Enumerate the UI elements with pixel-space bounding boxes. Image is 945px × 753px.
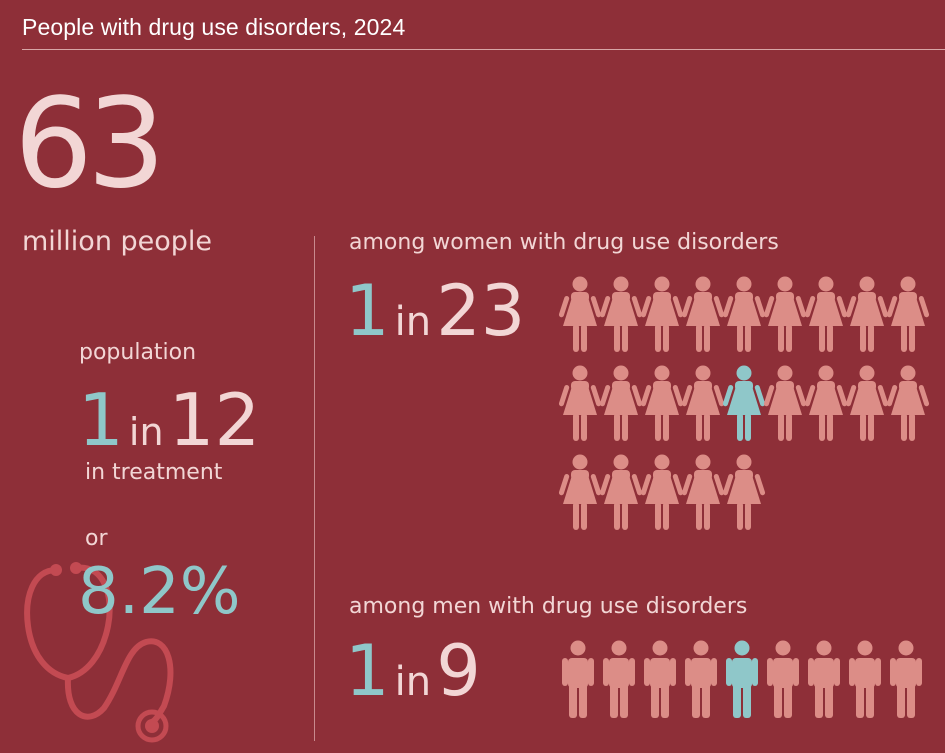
men-icon-7 xyxy=(808,640,840,718)
women-icon-12 xyxy=(640,365,684,441)
women-icon-9 xyxy=(886,276,930,352)
women-icon-1 xyxy=(558,276,602,352)
women-pictogram xyxy=(558,276,930,530)
men-icon-6 xyxy=(767,640,799,718)
treatment-ratio-numerator: 1 xyxy=(78,378,124,462)
men-ratio: 1 in 9 xyxy=(345,636,481,706)
women-label: among women with drug use disorders xyxy=(349,230,779,255)
women-icon-11 xyxy=(599,365,643,441)
stethoscope-icon xyxy=(24,562,174,743)
treatment-ratio-denominator: 12 xyxy=(168,378,261,462)
women-icon-23 xyxy=(722,454,766,530)
men-ratio-numerator: 1 xyxy=(345,630,390,712)
women-ratio: 1 in 23 xyxy=(345,276,525,346)
women-icon-21 xyxy=(640,454,684,530)
men-ratio-connector: in xyxy=(394,659,432,705)
women-icon-2 xyxy=(599,276,643,352)
men-icon-1 xyxy=(562,640,594,718)
treatment-ratio: 1 in 12 xyxy=(78,384,260,456)
total-unit: million people xyxy=(22,226,213,257)
treatment-label-below: in treatment xyxy=(85,460,223,485)
men-icon-4 xyxy=(685,640,717,718)
women-icon-16 xyxy=(804,365,848,441)
women-icon-19 xyxy=(558,454,602,530)
women-icon-13 xyxy=(681,365,725,441)
women-icon-3 xyxy=(640,276,684,352)
men-icon-8 xyxy=(849,640,881,718)
men-icon-2 xyxy=(603,640,635,718)
men-label: among men with drug use disorders xyxy=(349,594,748,619)
men-pictogram xyxy=(562,640,922,718)
women-icon-10 xyxy=(558,365,602,441)
women-icon-7 xyxy=(804,276,848,352)
women-icon-17 xyxy=(845,365,889,441)
chart-title: People with drug use disorders, 2024 xyxy=(22,14,406,40)
women-icon-22 xyxy=(681,454,725,530)
women-icon-15 xyxy=(763,365,807,441)
men-icon-3 xyxy=(644,640,676,718)
women-icon-20 xyxy=(599,454,643,530)
treatment-label-above: population xyxy=(79,340,197,365)
women-icon-18 xyxy=(886,365,930,441)
women-ratio-connector: in xyxy=(394,299,432,345)
women-icon-8 xyxy=(845,276,889,352)
women-ratio-numerator: 1 xyxy=(345,270,390,352)
men-ratio-denominator: 9 xyxy=(436,630,481,712)
treatment-ratio-connector: in xyxy=(128,410,164,454)
women-icon-highlighted xyxy=(722,365,766,441)
title-rule xyxy=(22,49,945,50)
women-icon-5 xyxy=(722,276,766,352)
women-icon-4 xyxy=(681,276,725,352)
men-icon-9 xyxy=(890,640,922,718)
column-divider xyxy=(314,236,315,741)
men-icon-highlighted xyxy=(726,640,758,718)
treatment-percent: 8.2% xyxy=(78,555,241,629)
women-ratio-denominator: 23 xyxy=(436,270,526,352)
women-icon-6 xyxy=(763,276,807,352)
or-label: or xyxy=(85,526,108,551)
total-value: 63 xyxy=(14,72,166,216)
